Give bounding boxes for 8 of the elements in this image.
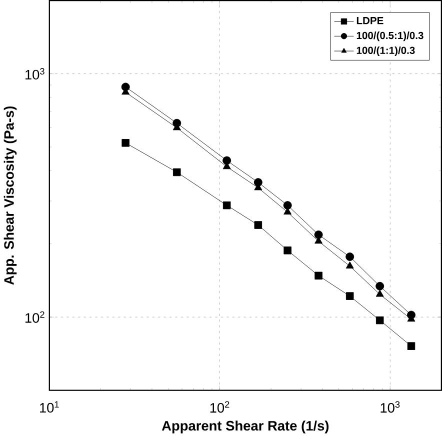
legend-label: LDPE <box>356 16 384 24</box>
x-tick-label: 10$^{2}$ <box>210 401 230 413</box>
x-tick-label: 10$^{1}$ <box>40 401 59 413</box>
legend-label: 100/(1:1)/0.3 <box>356 46 415 56</box>
x-axis-title: Apparent Shear Rate (1/s) <box>162 420 329 434</box>
y-axis-title: App. Shear Viscosity (Pa-s) <box>4 106 17 285</box>
legend-label: 100/(0.5:1)/0.3 <box>356 31 424 42</box>
x-tick-label: 10$^{3}$ <box>380 401 400 413</box>
